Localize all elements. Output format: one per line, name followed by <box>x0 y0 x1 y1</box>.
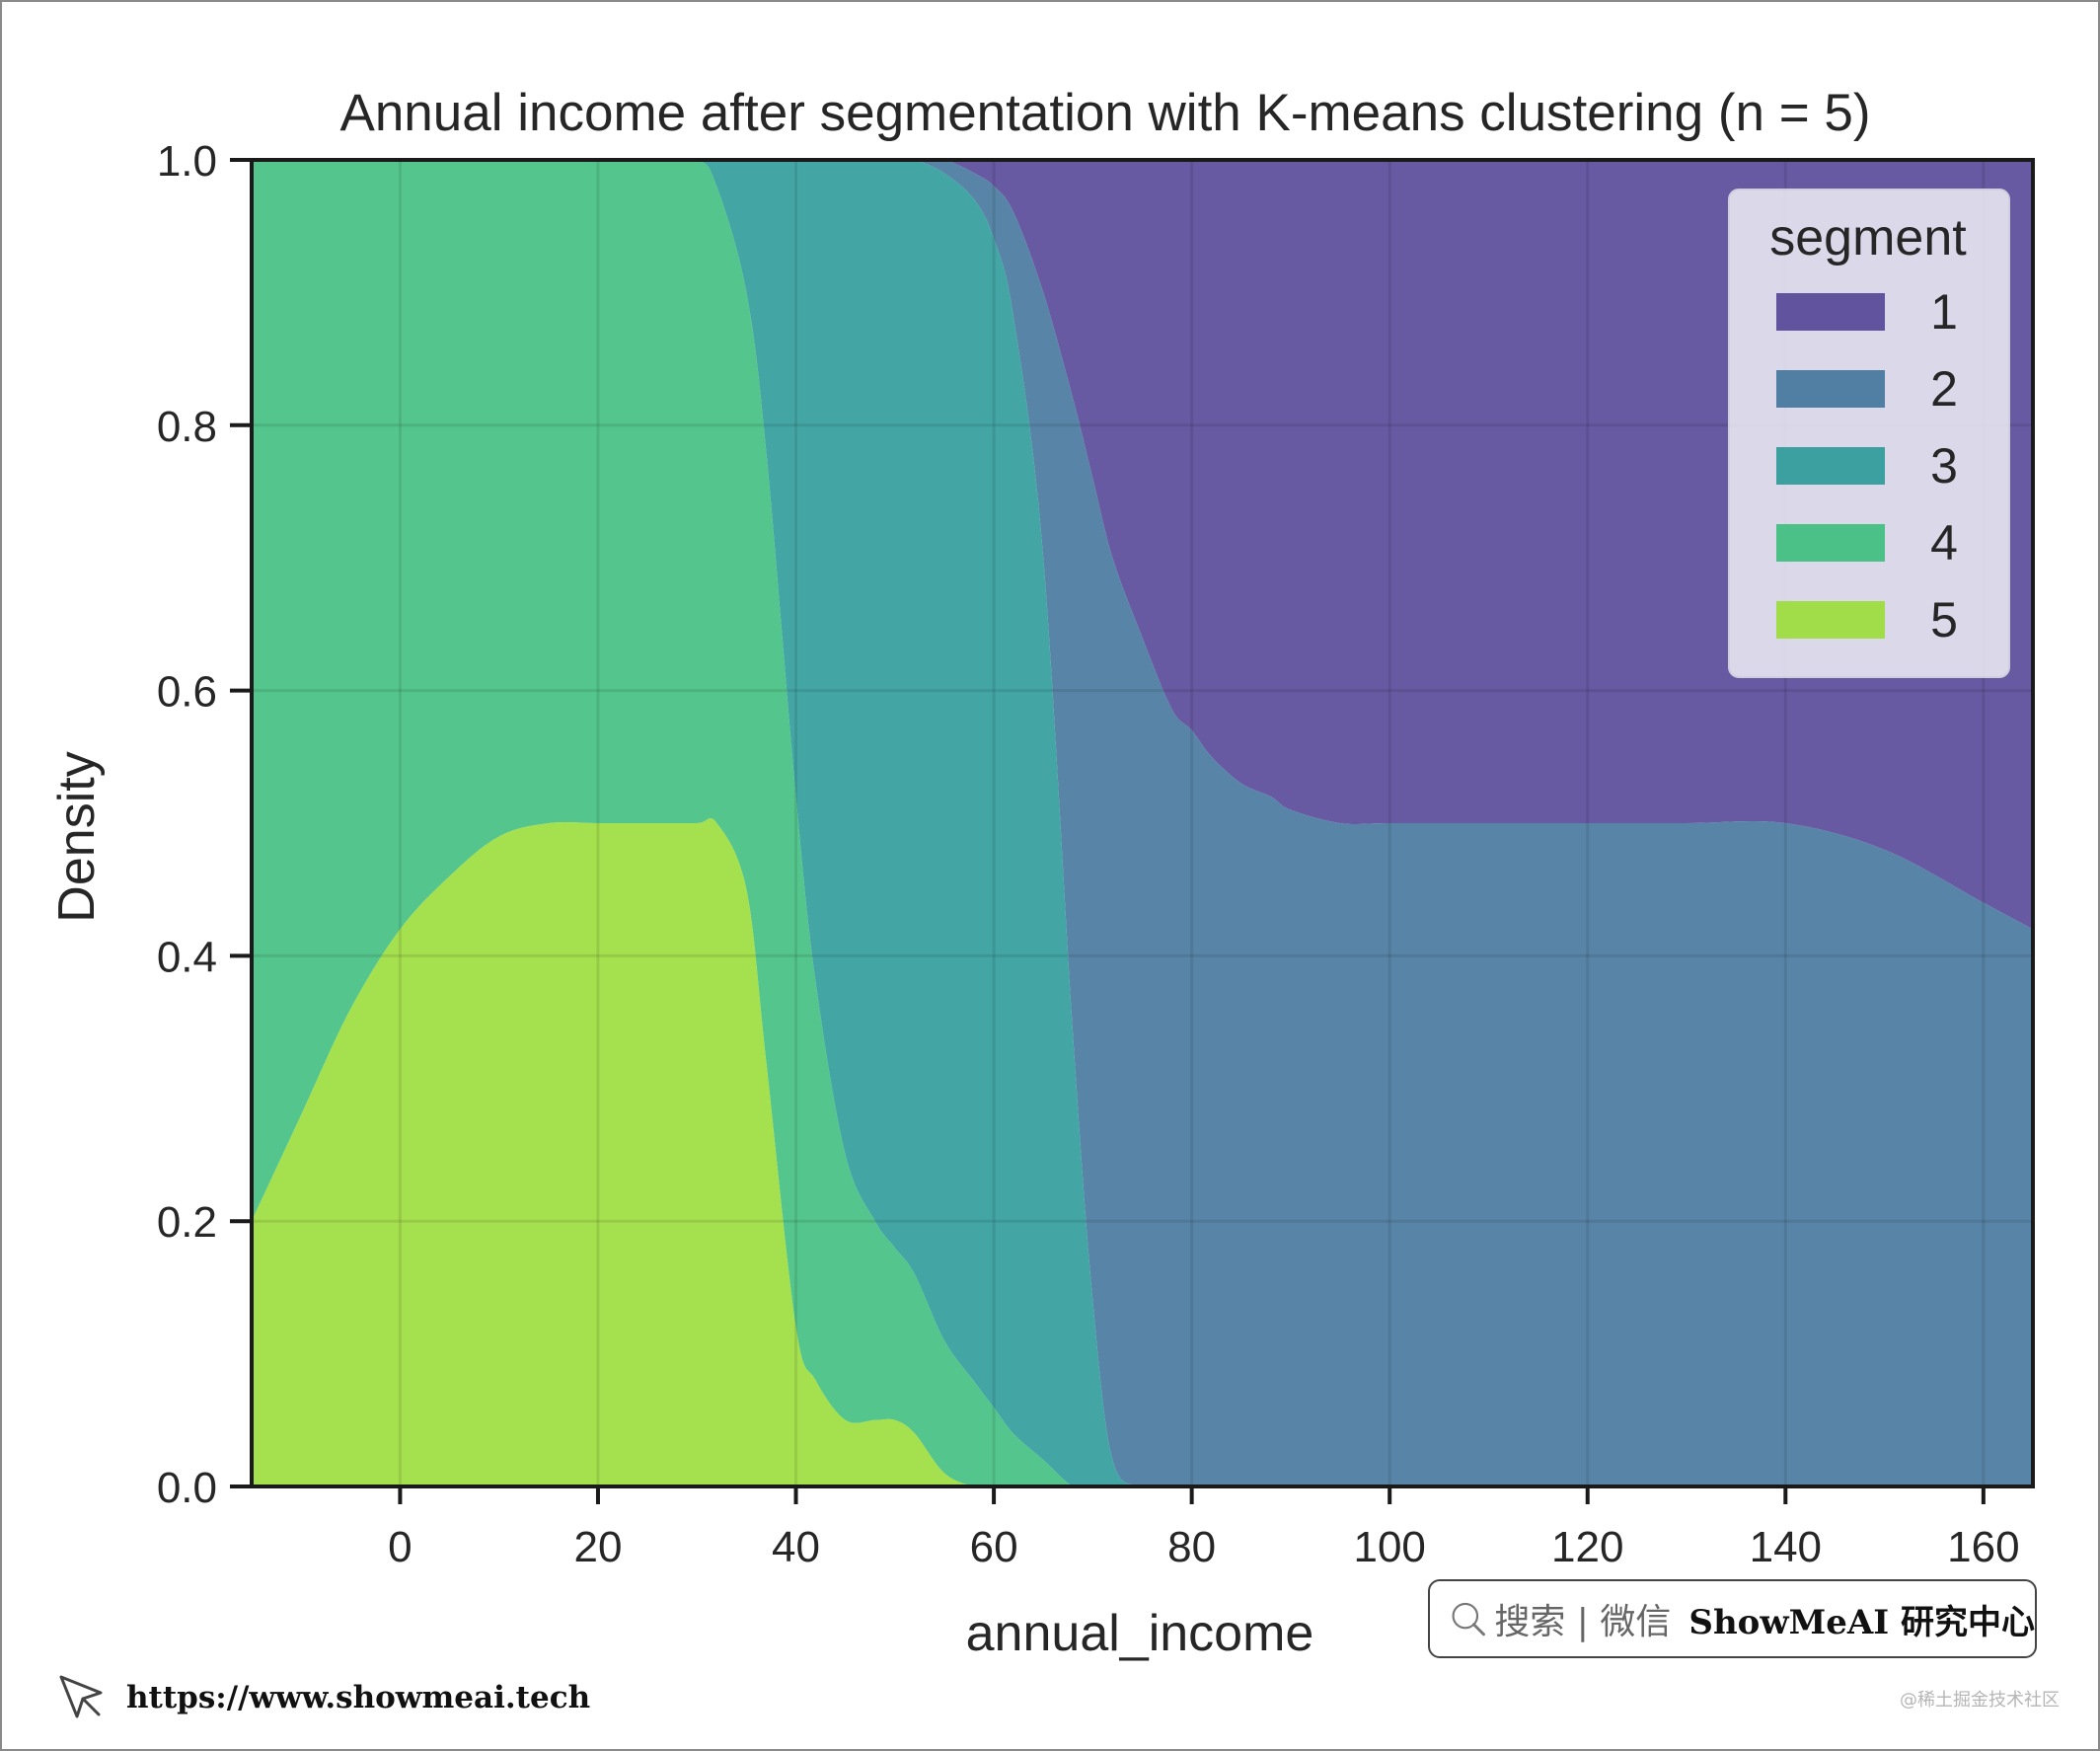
x-tick-label: 80 <box>1167 1523 1216 1571</box>
chart-title: Annual income after segmentation with K-… <box>339 84 1870 142</box>
search-placeholder: 搜索 | 微信 <box>1494 1602 1672 1642</box>
y-tick-label: 1.0 <box>157 137 217 186</box>
legend-swatch-5 <box>1776 601 1885 639</box>
search-icon <box>1452 1602 1485 1637</box>
cursor-icon <box>59 1675 103 1718</box>
area-segment-5 <box>252 818 2033 1487</box>
x-tick-label: 20 <box>573 1523 622 1571</box>
y-tick-label: 0.0 <box>157 1464 217 1512</box>
footer-url[interactable]: https://www.showmeai.tech <box>126 1680 591 1715</box>
x-tick-label: 100 <box>1353 1523 1425 1571</box>
x-axis-label: annual_income <box>966 1605 1314 1662</box>
legend-label-5: 5 <box>1930 592 1958 647</box>
legend-swatch-2 <box>1776 370 1885 408</box>
area-segment-1 <box>252 159 2033 930</box>
legend-label-3: 3 <box>1930 438 1958 494</box>
legend-swatch-4 <box>1776 524 1885 562</box>
x-tick-label: 140 <box>1750 1523 1822 1571</box>
legend: segment 1 2 3 4 5 <box>1728 189 2010 678</box>
x-tick-label: 0 <box>388 1523 412 1571</box>
legend-label-2: 2 <box>1930 361 1958 417</box>
watermark: @稀土掘金技术社区 <box>1900 1690 2060 1711</box>
legend-swatch-1 <box>1776 293 1885 331</box>
footer: https://www.showmeai.tech <box>55 1668 590 1727</box>
y-tick-label: 0.4 <box>157 933 217 981</box>
legend-label-4: 4 <box>1930 515 1958 571</box>
legend-swatch-3 <box>1776 447 1885 485</box>
legend-title: segment <box>1769 209 1967 266</box>
x-tick-label: 60 <box>970 1523 1018 1571</box>
y-tick-label: 0.6 <box>157 668 217 717</box>
y-tick-label: 0.8 <box>157 403 217 451</box>
area-segment-2 <box>252 159 2033 1488</box>
x-tick-label: 120 <box>1551 1523 1623 1571</box>
axes-frame <box>250 158 2035 1488</box>
y-tick-label: 0.2 <box>157 1198 217 1247</box>
brand-label: ShowMeAI 研究中心 <box>1688 1602 2035 1642</box>
y-axis-label: Density <box>48 751 106 922</box>
axes: 0 20 40 60 80 100 120 140 160 0.0 0.2 0.4 0.6 0.8 1.0 <box>157 137 2035 1571</box>
x-tick-label: 160 <box>1947 1523 2019 1571</box>
area-segment-4 <box>252 158 2033 1488</box>
search-bar[interactable]: 搜索 | 微信 ShowMeAI 研究中心 <box>1428 1579 2037 1658</box>
legend-label-1: 1 <box>1930 284 1958 340</box>
x-tick-label: 40 <box>772 1523 820 1571</box>
